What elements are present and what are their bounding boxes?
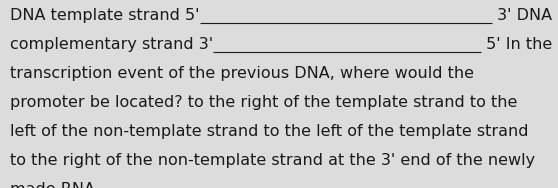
Text: promoter be located? to the right of the template strand to the: promoter be located? to the right of the… — [10, 95, 517, 110]
Text: 5' In the: 5' In the — [481, 37, 552, 52]
Text: made RNA: made RNA — [10, 182, 95, 188]
Text: complementary strand 3': complementary strand 3' — [10, 37, 213, 52]
Text: DNA template strand 5': DNA template strand 5' — [10, 8, 200, 23]
Text: to the right of the non-template strand at the 3' end of the newly: to the right of the non-template strand … — [10, 153, 535, 168]
Text: transcription event of the previous DNA, where would the: transcription event of the previous DNA,… — [10, 66, 474, 81]
Text: 3' DNA: 3' DNA — [492, 8, 552, 23]
Text: left of the non-template strand to the left of the template strand: left of the non-template strand to the l… — [10, 124, 528, 139]
